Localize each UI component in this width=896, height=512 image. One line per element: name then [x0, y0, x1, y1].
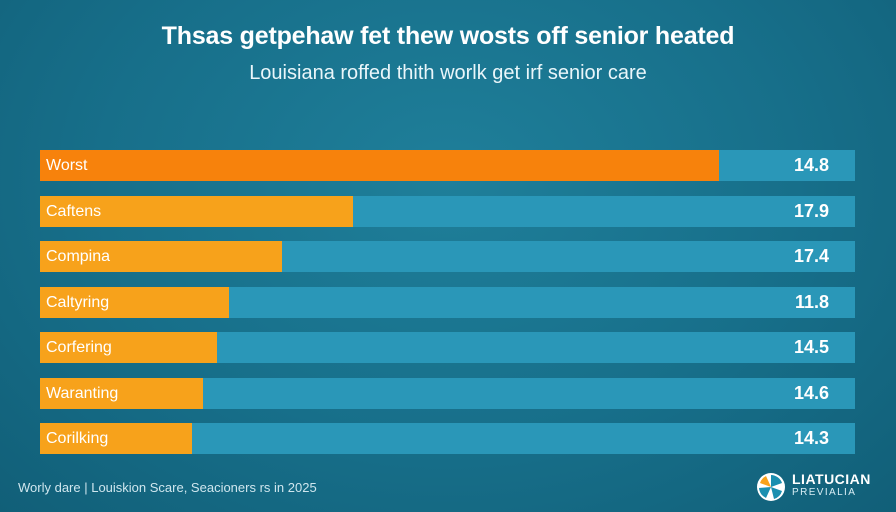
value-label: 14.5 [793, 337, 829, 357]
category-label: Corilking [46, 430, 109, 447]
category-label: Compina [46, 248, 111, 265]
bar-row: Caftens 17.9 [40, 196, 855, 227]
bar [40, 241, 282, 272]
value-label: 14.3 [793, 428, 829, 448]
bar [40, 196, 353, 227]
bar-row: Compina 17.4 [40, 241, 855, 272]
category-label: Corfering [46, 339, 112, 356]
logo-text-primary: LIATUCIAN [792, 471, 871, 487]
value-label: 14.6 [793, 383, 829, 403]
source-footer: Worly dare | Louiskion Scare, Seacioners… [18, 480, 317, 495]
bar [40, 332, 217, 363]
bar [40, 378, 203, 409]
category-label: Waranting [46, 385, 119, 402]
bar [40, 287, 229, 318]
bar [40, 150, 719, 181]
logo-text-secondary: PREVIALIA [792, 487, 857, 498]
bar-row: Worst 14.8 [40, 150, 855, 181]
bar-row: Corilking 14.3 [40, 423, 855, 454]
value-label: 17.9 [793, 201, 829, 221]
category-label: Worst [46, 157, 88, 174]
bar-row: Corfering 14.5 [40, 332, 855, 363]
value-label: 14.8 [793, 155, 829, 175]
value-label: 17.4 [793, 246, 829, 266]
logo-icon [757, 473, 785, 501]
category-label: Caftens [46, 203, 102, 220]
brand-logo: LIATUCIAN PREVIALIA [756, 470, 876, 502]
value-label: 11.8 [794, 292, 829, 312]
category-label: Caltyring [46, 294, 110, 311]
bar-chart: Worst 14.8 Caftens 17.9 Compina 17.4 Caltyring… [40, 150, 855, 455]
bar-row: Caltyring 11.8 [40, 287, 855, 318]
chart-title: Thsas getpehaw fet thew wosts off senior… [161, 22, 735, 50]
bar-row: Waranting 14.6 [40, 378, 855, 409]
bar [40, 423, 192, 454]
chart-subtitle: Louisiana roffed thith worlk get irf sen… [249, 62, 647, 84]
